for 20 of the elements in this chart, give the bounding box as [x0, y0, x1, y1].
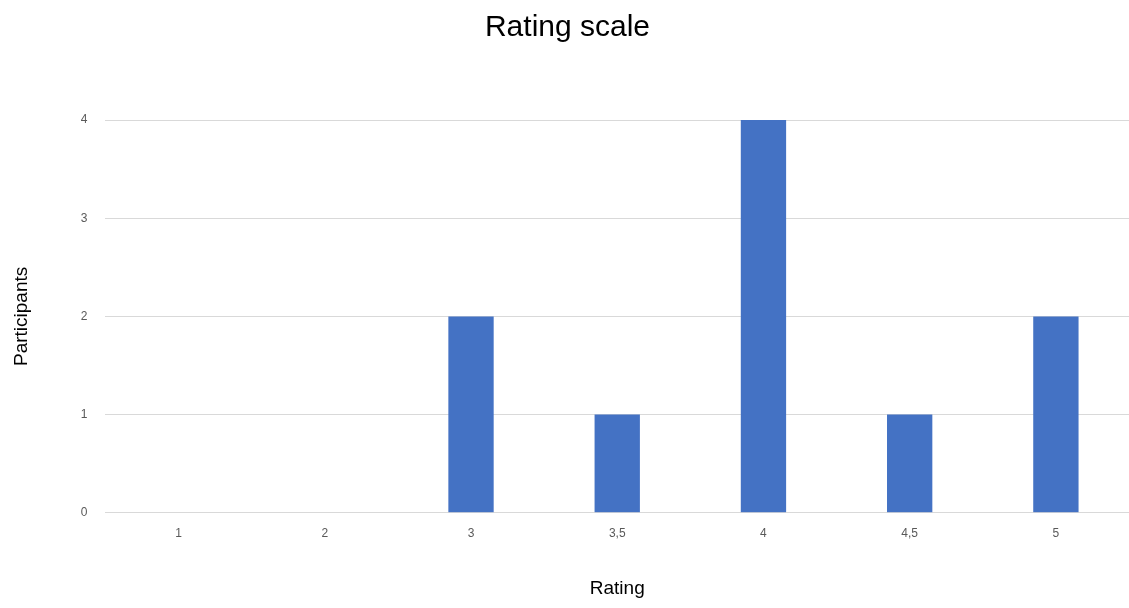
y-tick-label: 1 [80, 406, 88, 421]
bar [448, 316, 494, 513]
y-tick-label: 2 [80, 308, 88, 323]
y-axis-title: Participants [9, 266, 31, 367]
x-tick-label: 4 [760, 526, 768, 541]
x-axis-title: Rating [589, 576, 645, 598]
x-tick-label: 4,5 [901, 526, 919, 541]
bar [740, 120, 787, 513]
bar [594, 414, 640, 513]
y-tick-label: 3 [80, 210, 88, 225]
x-tick-label: 5 [1052, 526, 1060, 541]
x-tick-label: 3,5 [608, 526, 626, 541]
x-tick-label: 2 [321, 526, 329, 541]
chart-title: Rating scale [484, 9, 651, 43]
y-tick-label: 0 [80, 505, 88, 520]
bar [887, 414, 933, 513]
bar [1033, 316, 1079, 513]
x-tick-label: 1 [175, 526, 183, 541]
x-tick-label: 3 [467, 526, 475, 541]
y-tick-label: 4 [80, 112, 88, 127]
